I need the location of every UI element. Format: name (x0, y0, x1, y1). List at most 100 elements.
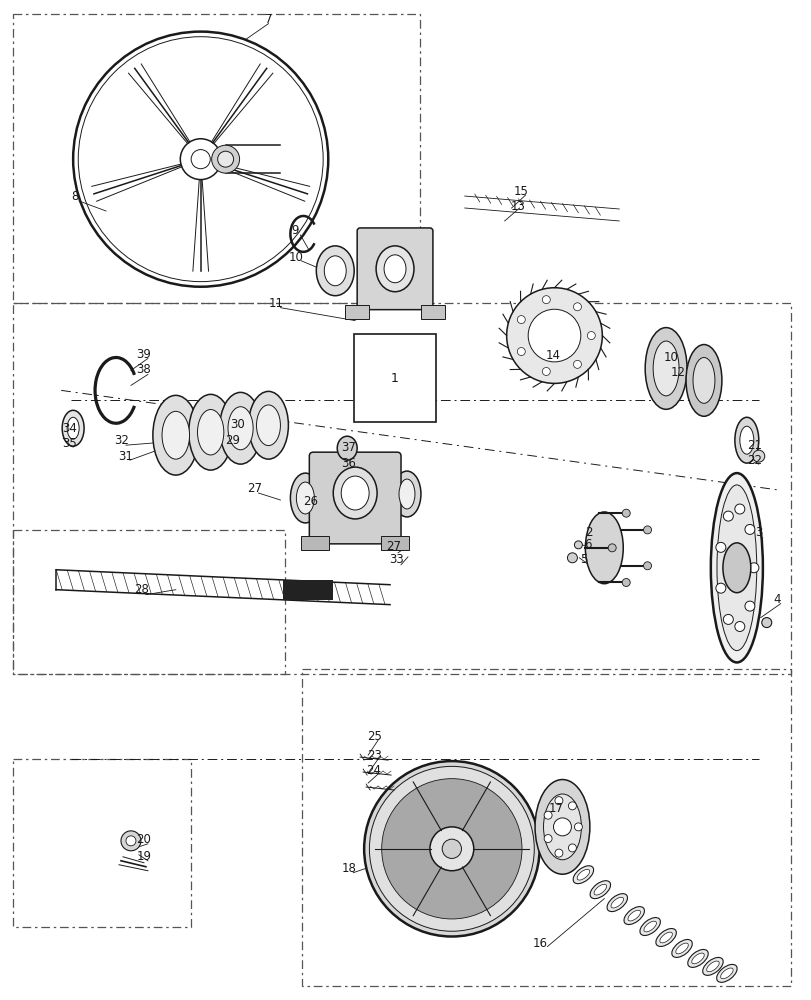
Circle shape (543, 835, 551, 843)
Text: 22: 22 (746, 454, 762, 467)
Bar (301, 536, 328, 550)
Text: 16: 16 (532, 937, 547, 950)
Ellipse shape (610, 897, 623, 908)
Ellipse shape (685, 345, 721, 416)
Ellipse shape (752, 450, 764, 462)
Circle shape (517, 348, 525, 356)
Ellipse shape (710, 473, 762, 662)
Ellipse shape (256, 405, 280, 446)
Ellipse shape (152, 395, 199, 475)
Text: 26: 26 (303, 495, 317, 508)
Ellipse shape (197, 410, 224, 455)
Circle shape (126, 836, 135, 846)
Circle shape (723, 614, 732, 624)
Ellipse shape (191, 150, 210, 169)
Ellipse shape (739, 426, 753, 454)
Ellipse shape (671, 940, 692, 957)
Circle shape (573, 823, 581, 831)
Circle shape (543, 811, 551, 819)
Text: 19: 19 (136, 850, 151, 863)
Circle shape (568, 844, 576, 852)
Circle shape (734, 622, 744, 631)
Text: 36: 36 (341, 457, 355, 470)
Text: 1: 1 (391, 372, 398, 385)
Ellipse shape (412, 809, 491, 888)
Text: 25: 25 (367, 730, 381, 743)
Text: 15: 15 (513, 185, 529, 198)
Ellipse shape (341, 476, 369, 510)
Circle shape (573, 303, 581, 311)
Ellipse shape (702, 957, 723, 975)
Ellipse shape (706, 961, 719, 972)
Ellipse shape (188, 394, 232, 470)
Circle shape (573, 541, 581, 549)
Ellipse shape (369, 766, 534, 931)
Ellipse shape (442, 839, 461, 858)
Text: 32: 32 (114, 434, 129, 447)
Text: 33: 33 (389, 553, 404, 566)
Ellipse shape (228, 407, 253, 450)
Ellipse shape (655, 929, 676, 946)
Ellipse shape (248, 391, 288, 459)
Ellipse shape (691, 953, 703, 964)
Ellipse shape (590, 881, 610, 899)
Ellipse shape (573, 866, 593, 884)
Ellipse shape (316, 246, 354, 296)
Text: 21: 21 (746, 439, 762, 452)
Text: 27: 27 (247, 482, 262, 495)
Ellipse shape (401, 798, 502, 900)
Circle shape (567, 553, 577, 563)
Circle shape (568, 802, 576, 810)
Text: 29: 29 (225, 434, 240, 447)
Text: 2: 2 (585, 526, 592, 539)
Ellipse shape (687, 949, 707, 967)
Ellipse shape (217, 151, 234, 167)
Ellipse shape (659, 932, 672, 943)
Ellipse shape (722, 543, 750, 593)
Text: 17: 17 (548, 802, 564, 815)
Circle shape (554, 849, 562, 857)
Ellipse shape (212, 145, 239, 173)
Circle shape (553, 818, 571, 836)
Text: 28: 28 (135, 583, 149, 596)
Ellipse shape (429, 827, 473, 871)
Circle shape (723, 511, 732, 521)
Ellipse shape (675, 943, 688, 954)
Ellipse shape (627, 910, 640, 921)
Text: 31: 31 (118, 450, 133, 463)
Text: 38: 38 (136, 363, 151, 376)
Text: 10: 10 (663, 351, 678, 364)
Text: 5: 5 (579, 553, 586, 566)
Text: 12: 12 (670, 366, 684, 379)
Text: 20: 20 (136, 833, 151, 846)
Circle shape (744, 601, 754, 611)
Ellipse shape (296, 482, 314, 514)
Ellipse shape (692, 357, 714, 403)
Circle shape (715, 542, 725, 552)
Text: 6: 6 (584, 538, 591, 551)
Text: 9: 9 (291, 224, 298, 237)
Circle shape (542, 296, 550, 304)
Circle shape (744, 524, 754, 534)
Bar (345, 305, 369, 319)
Ellipse shape (62, 410, 84, 446)
Ellipse shape (623, 907, 644, 925)
FancyBboxPatch shape (309, 452, 401, 544)
Circle shape (121, 831, 141, 851)
Text: 27: 27 (386, 540, 401, 553)
Circle shape (748, 563, 758, 573)
Circle shape (734, 504, 744, 514)
Ellipse shape (290, 473, 320, 523)
Circle shape (506, 288, 602, 383)
Circle shape (621, 509, 629, 517)
Ellipse shape (333, 467, 376, 519)
Circle shape (643, 562, 650, 570)
Circle shape (554, 797, 562, 805)
Circle shape (573, 360, 581, 368)
Text: 4: 4 (772, 593, 779, 606)
Text: 24: 24 (366, 764, 381, 777)
Text: 10: 10 (289, 251, 303, 264)
Circle shape (586, 332, 594, 340)
Ellipse shape (363, 761, 539, 937)
Ellipse shape (645, 328, 686, 409)
